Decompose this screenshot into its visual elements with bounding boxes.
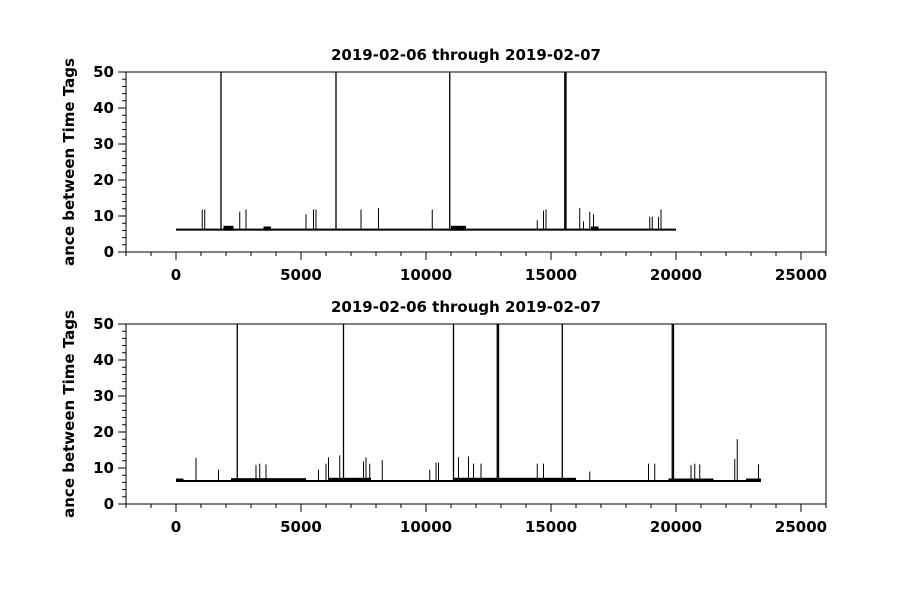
series-segment xyxy=(231,478,306,482)
series-segment xyxy=(591,226,599,231)
y-tick-label: 10 xyxy=(93,207,114,225)
y-tick-label: 40 xyxy=(93,99,114,117)
series-segment xyxy=(263,226,271,231)
bottom-plot: 2019-02-06 through 2019-02-07 ance betwee… xyxy=(60,298,827,536)
x-tick-label: 10000 xyxy=(400,518,452,536)
series-segment xyxy=(746,478,761,482)
x-tick-label: 0 xyxy=(171,518,181,536)
chart-title: 2019-02-06 through 2019-02-07 xyxy=(331,46,601,64)
x-tick-label: 5000 xyxy=(280,518,322,536)
y-tick-label: 20 xyxy=(93,423,114,441)
x-tick-label: 15000 xyxy=(525,266,577,284)
x-tick-label: 25000 xyxy=(775,518,827,536)
chart-title: 2019-02-06 through 2019-02-07 xyxy=(331,298,601,316)
x-tick-label: 15000 xyxy=(525,518,577,536)
y-tick-label: 30 xyxy=(93,387,114,405)
y-tick-label: 50 xyxy=(93,315,114,333)
y-tick-label: 50 xyxy=(93,63,114,81)
x-tick-label: 20000 xyxy=(650,518,702,536)
y-tick-label: 40 xyxy=(93,351,114,369)
x-tick-label: 10000 xyxy=(400,266,452,284)
series-segment xyxy=(453,477,576,482)
plot-frame xyxy=(125,323,827,505)
series-segment xyxy=(223,225,234,231)
x-tick-label: 0 xyxy=(171,266,181,284)
top-plot: 2019-02-06 through 2019-02-07 ance betwee… xyxy=(60,46,827,284)
plot-frame xyxy=(125,71,827,253)
series-segment xyxy=(176,478,184,482)
y-tick-label: 30 xyxy=(93,135,114,153)
y-tick-label: 0 xyxy=(104,495,114,513)
series-segment xyxy=(451,225,466,231)
y-axis-label: ance between Time Tags xyxy=(60,310,78,518)
y-axis-label: ance between Time Tags xyxy=(60,58,78,266)
y-tick-label: 10 xyxy=(93,459,114,477)
x-tick-label: 25000 xyxy=(775,266,827,284)
x-tick-label: 20000 xyxy=(650,266,702,284)
series-segment xyxy=(328,477,371,482)
y-tick-label: 20 xyxy=(93,171,114,189)
x-tick-label: 5000 xyxy=(280,266,322,284)
y-tick-label: 0 xyxy=(104,243,114,261)
